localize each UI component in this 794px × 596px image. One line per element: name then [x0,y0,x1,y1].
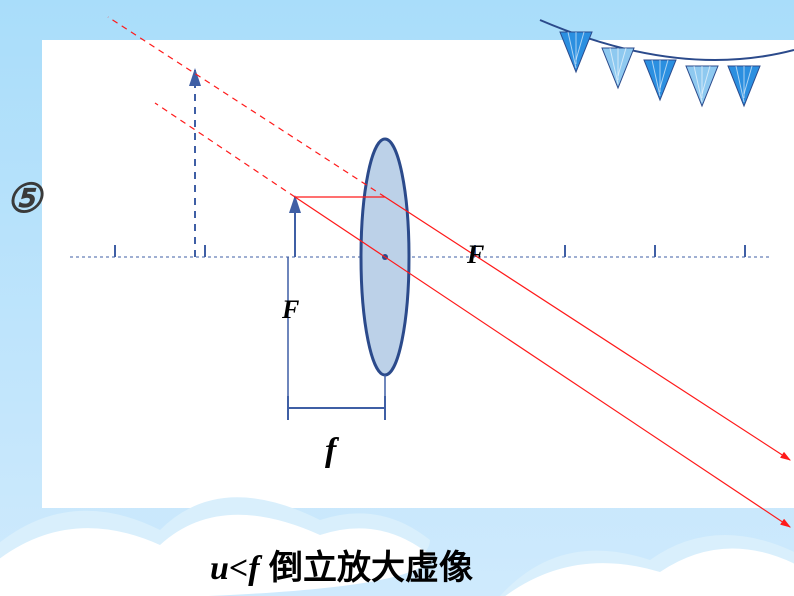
focal-label-right: F [467,240,484,270]
case-number: ⑤ [6,175,42,222]
caption-formula: u<f [210,550,260,587]
caption-text: 倒立放大虚像 [260,549,473,587]
caption: u<f 倒立放大虚像 [210,540,473,589]
focal-label-left: F [282,295,299,325]
slide-root: ⑤ F F f u<f 倒立放大虚像 [0,0,794,596]
diagram-svg [0,0,794,596]
focal-length-label: f [325,432,336,470]
